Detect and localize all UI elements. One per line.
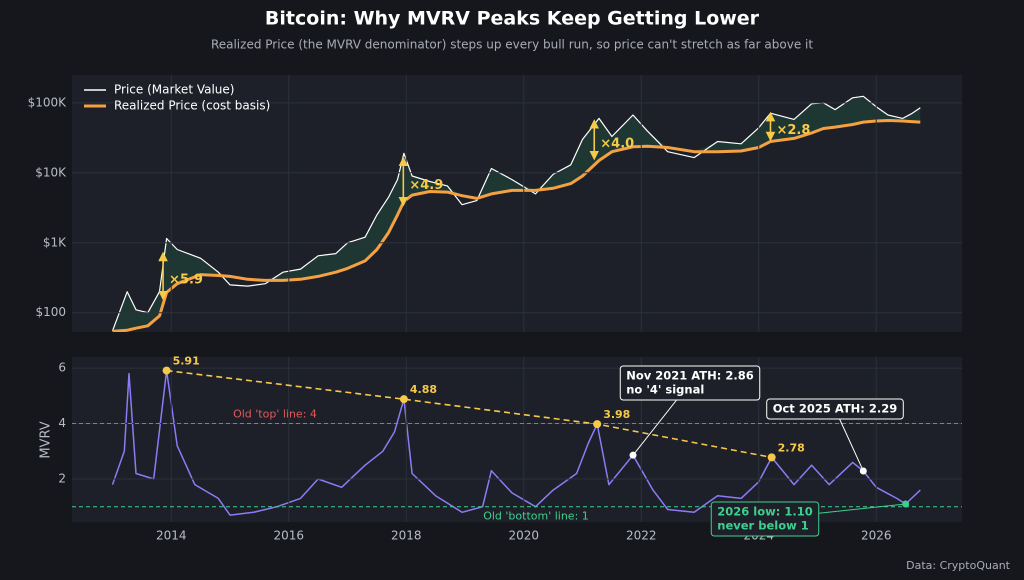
y-tick-label: $10K	[35, 165, 67, 179]
reference-label: Old 'bottom' line: 1	[483, 510, 589, 523]
callout-box	[766, 398, 904, 420]
y-tick-label: 6	[58, 361, 66, 375]
reference-label: Old 'top' line: 4	[233, 408, 317, 421]
peak-trend-line	[166, 369, 772, 459]
callout-box	[710, 501, 820, 537]
series-line	[112, 119, 921, 332]
chart-title: Bitcoin: Why MVRV Peaks Keep Getting Low…	[265, 8, 760, 30]
peak-marker	[162, 366, 171, 375]
callout-text: Oct 2025 ATH: 2.29	[773, 402, 898, 416]
callout-text: 2026 low: 1.10	[717, 505, 812, 519]
x-tick-label: 2020	[508, 529, 539, 543]
chart-subtitle: Realized Price (the MVRV denominator) st…	[211, 38, 813, 52]
callout-text: Nov 2021 ATH: 2.86	[626, 369, 754, 383]
y-tick-label: 4	[58, 416, 66, 430]
callout-point	[859, 467, 867, 475]
source: Data: CryptoQuant	[906, 559, 1011, 572]
y-tick-label: 2	[58, 472, 66, 486]
plot-area	[111, 95, 921, 332]
y-tick-label: $100	[35, 305, 66, 319]
x-tick-label: 2018	[391, 529, 422, 543]
callout-point	[629, 451, 637, 459]
peak-marker	[399, 395, 408, 404]
multiplier-label: ×2.8	[776, 123, 810, 138]
peak-label: 5.91	[173, 355, 200, 368]
peak-label: 2.78	[778, 441, 805, 454]
multiplier-label: ×4.9	[409, 178, 443, 193]
x-tick-label: 2026	[861, 529, 892, 543]
legend-label: Price (Market Value)	[114, 83, 234, 97]
callout-point	[902, 500, 910, 508]
y-axis-label: MVRV	[39, 421, 54, 458]
panel-bottom	[72, 357, 962, 522]
callout-text: no '4' signal	[626, 383, 704, 397]
plot-area	[111, 369, 921, 516]
y-tick-label: $1K	[43, 235, 67, 249]
peak-marker	[593, 420, 602, 429]
series-line	[111, 369, 921, 516]
series-line	[111, 95, 921, 332]
legend-label: Realized Price (cost basis)	[114, 99, 270, 113]
callout-text: never below 1	[717, 519, 808, 533]
x-tick-label: 2014	[156, 529, 187, 543]
multiplier-label: ×4.0	[600, 136, 634, 151]
premium-area	[112, 96, 921, 332]
x-tick-label: 2016	[273, 529, 304, 543]
multiplier-label: ×5.9	[169, 273, 203, 288]
callout-box	[619, 365, 761, 401]
peak-label: 3.98	[603, 408, 630, 421]
peak-label: 4.88	[410, 383, 437, 396]
y-tick-label: $100K	[28, 95, 68, 109]
peak-marker	[767, 453, 776, 462]
x-tick-label: 2022	[626, 529, 657, 543]
